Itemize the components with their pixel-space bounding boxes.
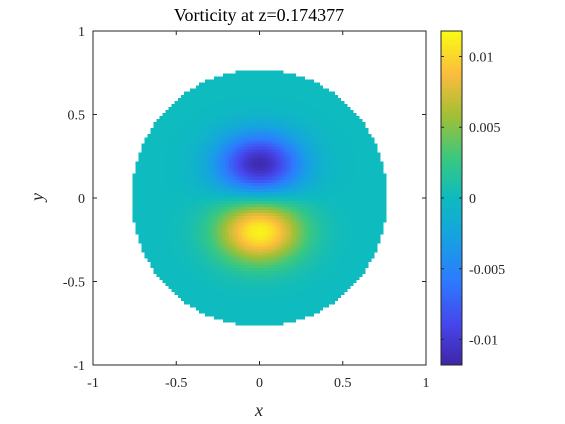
plot-frame	[92, 30, 427, 366]
x-tick-label: -0.5	[165, 376, 187, 391]
x-tick-label: 1	[423, 376, 430, 391]
colorbar-tick-label: 0.005	[469, 121, 501, 136]
colorbar-tick-labels: -0.01 -0.005 0 0.005 0.01	[469, 50, 505, 348]
colorbar: -0.01 -0.005 0 0.005 0.01	[440, 30, 505, 366]
colorbar-gradient	[441, 31, 462, 365]
colorbar-frame	[440, 30, 463, 366]
plot-area	[92, 30, 427, 366]
x-tick-labels: -1 -0.5 0 0.5 1	[87, 376, 429, 391]
vorticity-heatmap	[93, 31, 426, 365]
x-axis-label: x	[254, 400, 263, 420]
colorbar-tick-label: -0.01	[469, 334, 498, 349]
y-tick-label: -1	[73, 359, 85, 374]
chart-title: Vorticity at z=0.174377	[174, 5, 344, 25]
y-axis-label: y	[27, 193, 47, 203]
colorbar-tick-label: 0	[469, 192, 476, 207]
y-tick-label: 0	[78, 192, 85, 207]
y-tick-label: 1	[78, 25, 85, 40]
x-tick-label: 0.5	[334, 376, 352, 391]
y-tick-label: 0.5	[68, 109, 86, 124]
y-tick-labels: -1 -0.5 0 0.5 1	[63, 25, 85, 374]
y-tick-label: -0.5	[63, 276, 85, 291]
x-tick-label: -1	[87, 376, 99, 391]
colorbar-tick-label: 0.01	[469, 50, 494, 65]
x-tick-label: 0	[256, 376, 263, 391]
colorbar-tick-label: -0.005	[469, 263, 505, 278]
